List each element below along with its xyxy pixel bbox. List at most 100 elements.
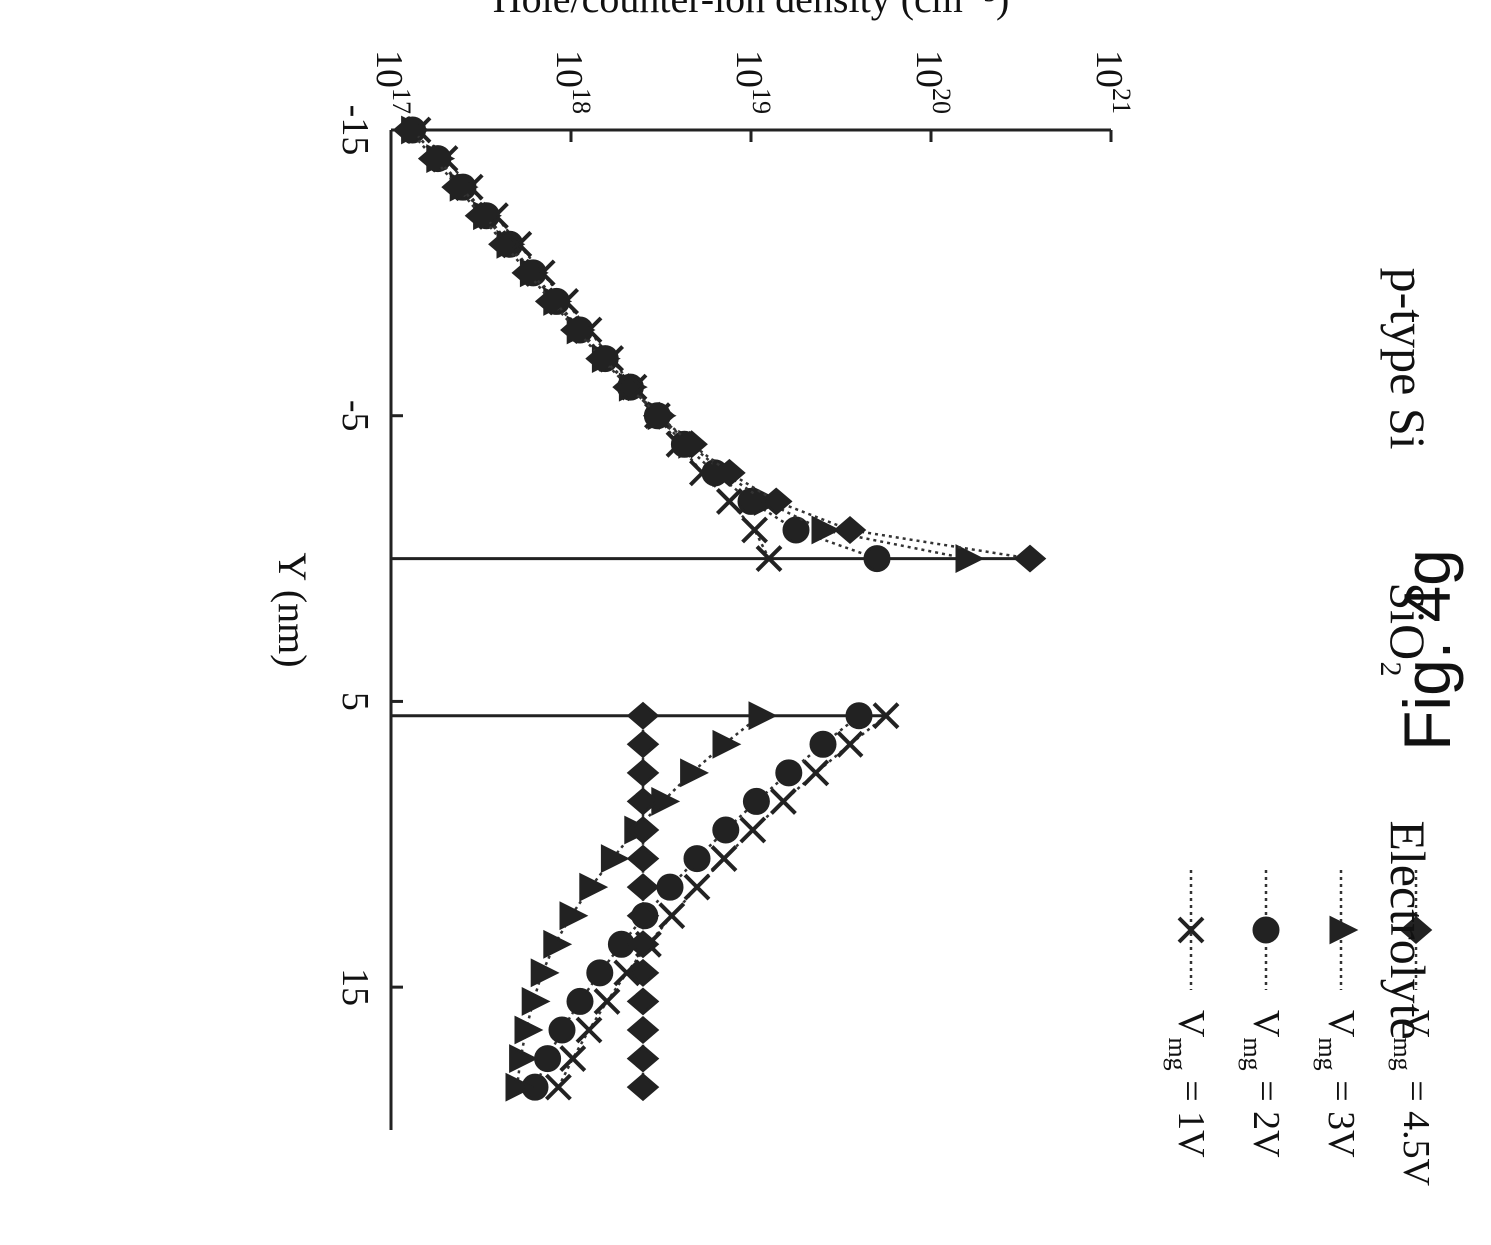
legend-marker — [1252, 916, 1280, 944]
series-4-marker — [713, 458, 746, 487]
series-1-marker — [593, 988, 621, 1015]
series-4-marker — [585, 344, 618, 373]
legend-marker — [1329, 915, 1359, 945]
series-3-marker — [521, 987, 551, 1016]
series-1-marker — [683, 873, 711, 901]
series-4-marker — [626, 730, 660, 759]
series-1-marker — [836, 730, 864, 758]
series-4-marker — [626, 1044, 660, 1073]
y-tick-label: 1020 — [908, 50, 956, 114]
legend-label: Vmg = 4.5V — [1388, 1010, 1437, 1187]
series-4-marker — [511, 258, 545, 287]
series-2-marker — [566, 987, 594, 1015]
figure-caption: Fig. 4g — [1390, 549, 1464, 751]
series-3-marker — [955, 544, 985, 573]
legend-marker — [1399, 916, 1433, 944]
series-3-marker — [579, 872, 609, 902]
legend-label: Vmg = 3V — [1313, 1010, 1362, 1158]
series-4-marker — [626, 758, 660, 787]
series-2-marker — [712, 816, 740, 844]
series-line-3 — [411, 129, 968, 560]
series-3-marker — [712, 729, 742, 759]
series-2-marker — [683, 845, 711, 873]
x-tick-label: 15 — [334, 968, 376, 1006]
series-1-marker — [715, 488, 743, 515]
series-line-3 — [515, 714, 761, 1088]
series-4-marker — [626, 987, 660, 1016]
x-tick-label: -15 — [334, 105, 376, 156]
series-line-2 — [411, 129, 878, 560]
region-label: p-type Si — [1380, 268, 1436, 450]
series-4-marker — [392, 116, 426, 144]
series-1-marker — [575, 1016, 603, 1044]
series-1-marker — [658, 902, 686, 930]
series-1-marker — [755, 545, 783, 572]
y-tick-label: 1021 — [1088, 50, 1136, 114]
series-4-marker — [675, 430, 708, 459]
series-3-marker — [680, 758, 709, 788]
series-4-marker — [626, 844, 660, 873]
series-2-marker — [782, 516, 810, 544]
legend-label: Vmg = 1V — [1163, 1010, 1212, 1158]
series-4-marker — [626, 701, 660, 730]
series-4-marker — [626, 816, 660, 844]
series-3-marker — [514, 1015, 544, 1045]
series-1-marker — [739, 816, 767, 844]
series-1-marker — [741, 516, 769, 544]
axes-layer — [389, 128, 1113, 1130]
series-4-marker — [417, 144, 451, 173]
series-4-marker — [626, 1073, 660, 1102]
series-4-marker — [626, 1016, 660, 1044]
series-4-marker — [534, 287, 568, 316]
series-3-marker — [748, 701, 778, 731]
x-tick-label: 5 — [334, 692, 376, 711]
series-2-marker — [863, 545, 891, 573]
series-2-marker — [742, 787, 770, 815]
series-3-marker — [600, 844, 630, 873]
series-4-marker — [833, 516, 867, 544]
series-4-marker — [1013, 544, 1047, 573]
series-4-marker — [626, 958, 660, 987]
series-1-marker — [769, 788, 797, 815]
series-3-marker — [505, 1072, 535, 1102]
x-tick-label: -5 — [334, 400, 376, 432]
series-4-marker — [759, 487, 793, 516]
series-2-marker — [656, 873, 684, 901]
legend-label: Vmg = 2V — [1238, 1010, 1287, 1158]
series-1-marker — [544, 1073, 572, 1101]
y-tick-label: 1018 — [548, 50, 596, 114]
series-3-marker — [509, 1044, 538, 1073]
series-3-marker — [530, 958, 560, 988]
x-axis-title: Y (nm) — [270, 552, 315, 667]
y-axis-title: Hole/counter-ion density (cm⁻³) — [493, 0, 1010, 21]
series-2-marker — [845, 702, 873, 730]
series-2-marker — [586, 959, 614, 987]
region-label: SiO₂ — [1380, 582, 1436, 677]
series-1-marker — [559, 1045, 587, 1072]
series-4-marker — [626, 901, 660, 930]
series-line-1 — [417, 129, 771, 560]
series-4-marker — [626, 930, 660, 959]
series-3-marker — [559, 901, 589, 931]
series-line-1 — [557, 714, 887, 1088]
series-3-marker — [543, 929, 573, 959]
series-4-marker — [642, 401, 676, 430]
series-4-marker — [488, 230, 521, 259]
region-label: Electrolyte — [1380, 820, 1436, 1039]
series-4-marker — [626, 787, 660, 816]
series-4-marker — [464, 201, 498, 230]
series-2-marker — [548, 1016, 576, 1044]
series-4-marker — [612, 373, 645, 402]
data-layer — [392, 115, 1433, 1102]
legend-marker — [1177, 916, 1205, 944]
series-1-marker — [710, 845, 738, 872]
y-tick-label: 1019 — [728, 50, 776, 114]
series-4-marker — [560, 316, 593, 344]
series-4-marker — [441, 173, 474, 202]
series-line-4 — [408, 129, 1031, 560]
series-1-marker — [802, 759, 830, 787]
series-3-marker — [811, 515, 841, 545]
